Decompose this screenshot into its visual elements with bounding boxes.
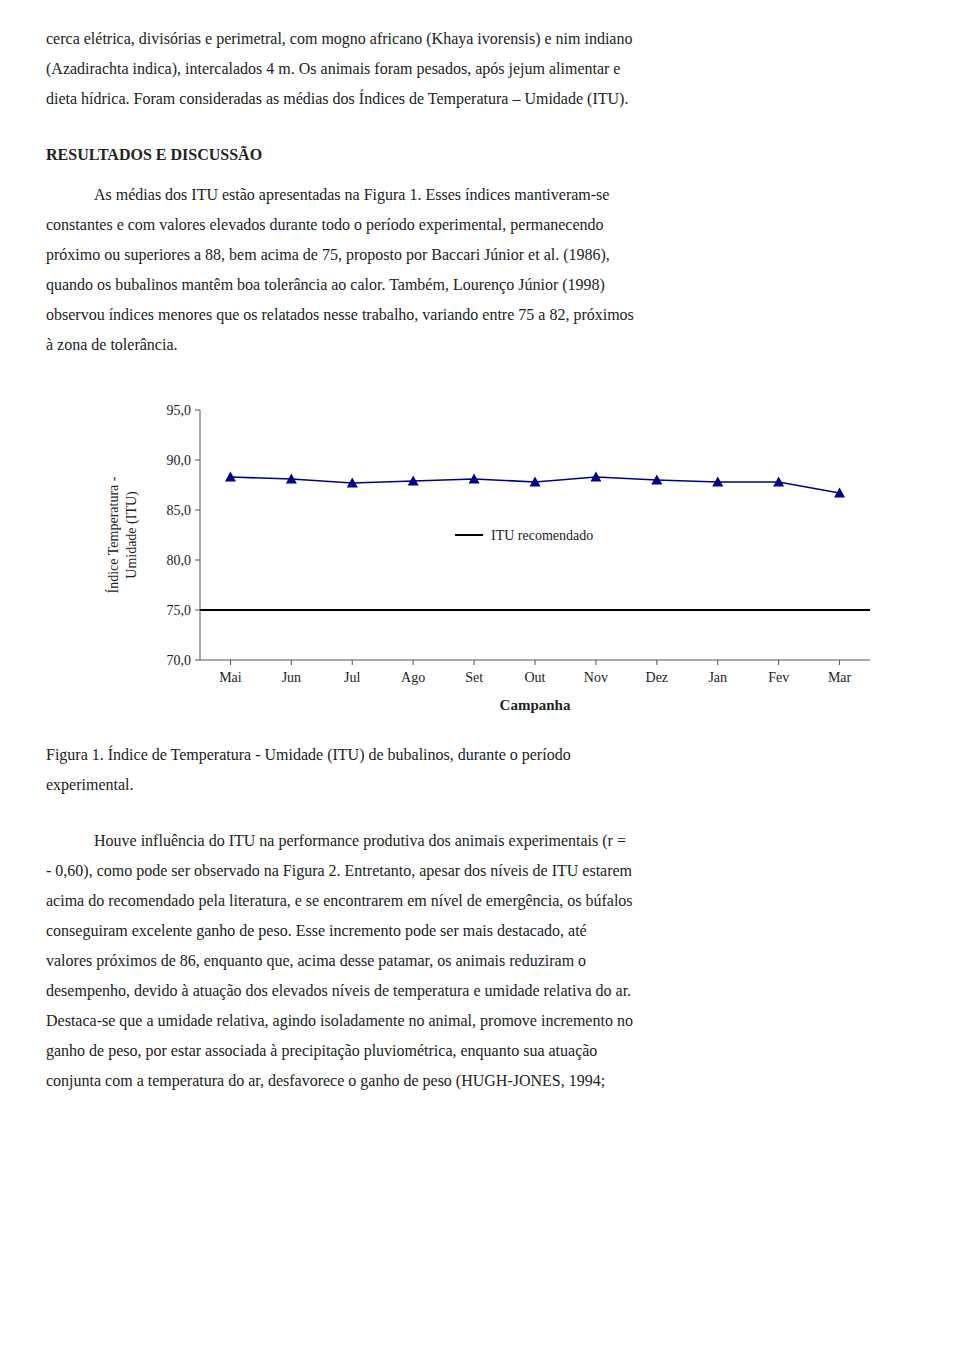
y-tick-label: 85,0 [167, 503, 192, 518]
x-tick-label: Mar [828, 670, 852, 685]
x-tick-label: Set [465, 670, 483, 685]
body-text: constantes e com valores elevados durant… [46, 216, 604, 234]
data-point [590, 472, 601, 482]
y-tick [195, 560, 200, 561]
body-text: - 0,60), como pode ser observado na Figu… [46, 862, 633, 880]
x-tick-label: Jun [282, 670, 301, 685]
data-line [230, 477, 839, 493]
y-tick [195, 610, 200, 611]
y-tick [195, 510, 200, 511]
y-tick-label: 95,0 [167, 403, 192, 418]
x-tick [291, 660, 292, 665]
body-text: ganho de peso, por estar associada à pre… [46, 1042, 597, 1060]
x-tick [352, 660, 353, 665]
x-tick-label: Ago [401, 670, 425, 685]
section-title: RESULTADOS E DISCUSSÃO [46, 145, 262, 163]
body-text: desempenho, devido à atuação dos elevado… [46, 982, 631, 1000]
body-text: à zona de tolerância. [46, 336, 177, 353]
page: cerca elétrica, divisórias e perimetral,… [0, 0, 960, 1355]
x-tick [535, 660, 536, 665]
y-tick [195, 660, 200, 661]
caption: Figura 1. Índice de Temperatura - Umidad… [46, 745, 571, 764]
data-point [530, 477, 541, 487]
x-tick [595, 660, 596, 665]
x-tick-label: Jan [708, 670, 727, 685]
body-text: próximo ou superiores a 88, bem acima de… [46, 246, 610, 264]
body-text: valores próximos de 86, enquanto que, ac… [46, 952, 586, 970]
x-tick [778, 660, 779, 665]
x-tick-label: Mai [219, 670, 242, 685]
data-point [286, 474, 297, 484]
caption: experimental. [46, 776, 134, 794]
legend-swatch [455, 534, 483, 536]
y-tick-label: 70,0 [167, 653, 192, 668]
x-tick [474, 660, 475, 665]
data-point [225, 472, 236, 482]
x-tick-label: Nov [584, 670, 608, 685]
data-point [773, 477, 784, 487]
x-tick [717, 660, 718, 665]
y-tick-label: 75,0 [167, 603, 192, 618]
x-tick-label: Jul [344, 670, 360, 685]
chart: 70,0 75,0 80,0 85,0 90,0 95,0 Mai Jun Jul Ago Set O… [105, 403, 870, 713]
reference-line [200, 609, 870, 611]
body-text: Houve influência do ITU na performance p… [94, 832, 626, 850]
body-text: dieta hídrica. Foram consideradas as méd… [46, 89, 628, 108]
body-text: conseguiram excelente ganho de peso. Ess… [46, 922, 587, 940]
body-text: cerca elétrica, divisórias e perimetral,… [46, 30, 632, 48]
body-text: observou índices menores que os relatado… [46, 306, 634, 324]
y-tick [195, 410, 200, 411]
data-point [408, 476, 419, 486]
x-tick [230, 660, 231, 665]
legend: ITU recomendado [455, 528, 593, 543]
body-text: conjunta com a temperatura do ar, desfav… [46, 1072, 605, 1090]
x-tick-label: Dez [646, 670, 669, 685]
body-text: As médias dos ITU estão apresentadas na … [94, 186, 609, 204]
y-tick-label: 80,0 [167, 553, 192, 568]
data-point [712, 477, 723, 487]
data-point [469, 474, 480, 484]
y-tick-label: 90,0 [167, 453, 192, 468]
y-tick [195, 460, 200, 461]
x-axis-label: Campanha [500, 697, 571, 713]
x-tick-label: Fev [768, 670, 789, 685]
legend-label: ITU recomendado [491, 528, 593, 543]
y-axis-label: Índice Temperatura -Umidade (ITU) [105, 476, 140, 593]
x-tick [839, 660, 840, 665]
x-tick [656, 660, 657, 665]
body-text: acima do recomendado pela literatura, e … [46, 892, 633, 910]
data-point [347, 478, 358, 488]
body-text: Destaca-se que a umidade relativa, agind… [46, 1012, 633, 1030]
x-tick-label: Out [525, 670, 546, 685]
data-point [834, 488, 845, 498]
body-text: quando os bubalinos mantêm boa tolerânci… [46, 276, 605, 294]
plot-area [200, 472, 870, 611]
data-point [651, 475, 662, 485]
x-tick [413, 660, 414, 665]
y-axis [200, 410, 201, 660]
body-text: (Azadirachta indica), intercalados 4 m. … [46, 60, 620, 78]
